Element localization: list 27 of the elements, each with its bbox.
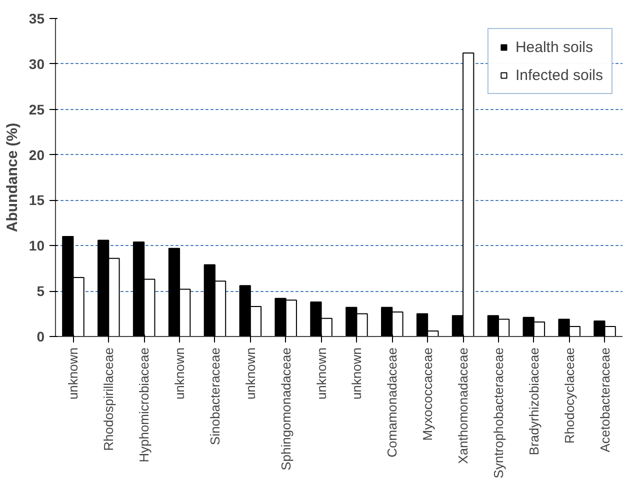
legend-label: Infected soils xyxy=(515,66,603,84)
x-tick-label: unknown xyxy=(66,347,81,400)
x-tick-label: unknown xyxy=(314,347,329,400)
y-tick-label: 0 xyxy=(36,328,45,344)
y-tick-label: 30 xyxy=(28,56,45,72)
x-tick-label: Syntrophobacteraceae xyxy=(490,348,506,478)
x-tick-label: unknown xyxy=(172,347,188,400)
x-tick-label: Bradyrhizobiaceae xyxy=(526,347,542,456)
y-tick-label: 15 xyxy=(28,192,45,208)
y-tick-label: 25 xyxy=(28,101,45,118)
y-tick-label: 35 xyxy=(28,10,45,26)
x-tick-label: Comamonadaceae xyxy=(384,347,400,458)
y-axis-title: Abundance (%) xyxy=(4,122,21,232)
y-tick-label: 5 xyxy=(36,283,45,300)
x-tick-label: Sphingomonadaceae xyxy=(278,347,294,470)
x-tick-label: unknown xyxy=(349,347,364,400)
x-tick-label: Acetobacteraceae xyxy=(597,347,612,452)
y-tick-label: 10 xyxy=(28,238,45,254)
y-tick-label: 20 xyxy=(28,146,45,163)
x-tick-label: Hyphomicrobiaceae xyxy=(136,347,152,462)
x-tick-label: unknown xyxy=(242,347,258,400)
x-tick-label: Sinobacteraceae xyxy=(207,347,222,446)
x-tick-label: Myxococcaceae xyxy=(420,347,436,441)
x-tick-label: Rhodocyclaceae xyxy=(562,347,577,444)
x-tick-label: Xanthomonadaceae xyxy=(456,347,471,464)
legend-label: Health soils xyxy=(515,38,593,56)
x-tick-label: Rhodospirillaceae xyxy=(101,347,116,451)
